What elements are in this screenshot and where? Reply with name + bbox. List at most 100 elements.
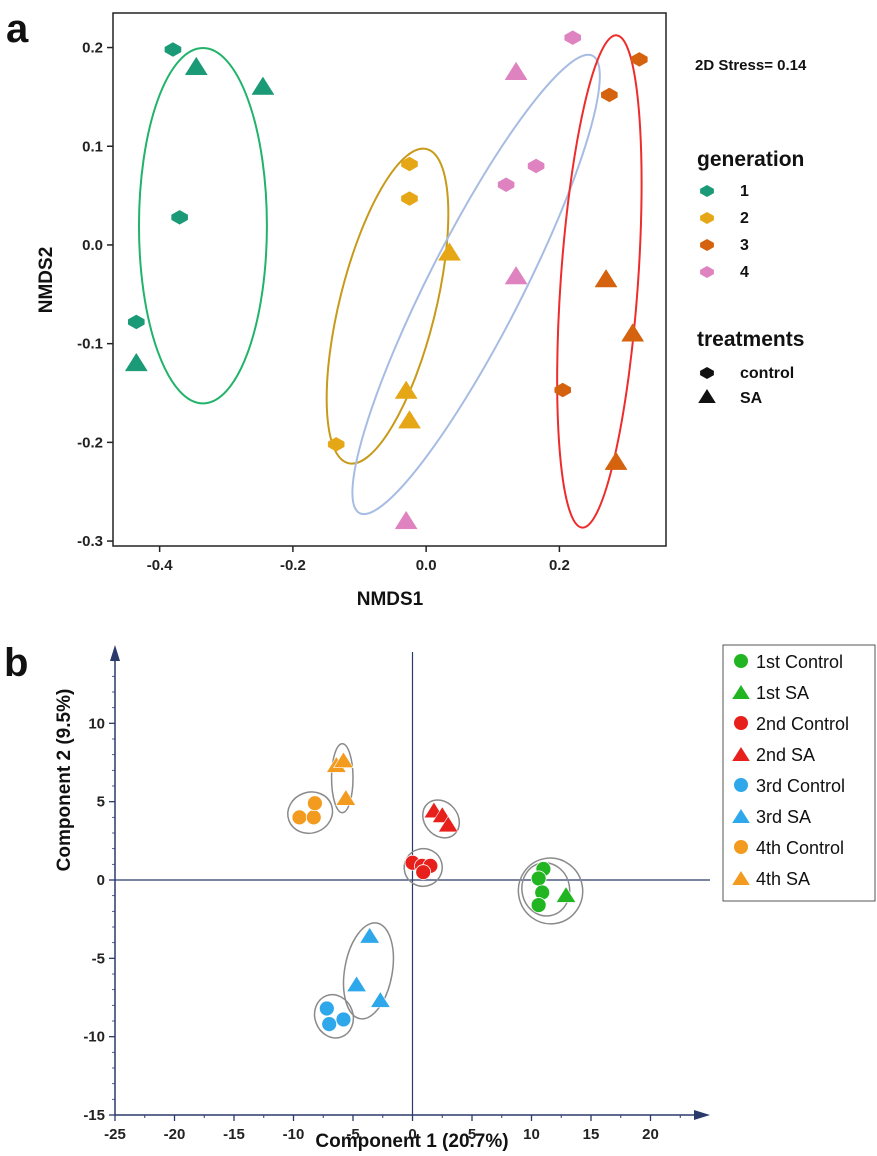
x-tick-label: -0.4: [147, 557, 174, 574]
y-tick-label: -0.1: [77, 336, 103, 353]
y-tick-label: -10: [83, 1029, 105, 1046]
control-point: [327, 437, 345, 452]
legend-b-swatch: [734, 716, 748, 730]
x-axis-arrow: [694, 1110, 710, 1120]
control-point: [631, 52, 648, 67]
legend-b-label: 4th SA: [756, 869, 810, 889]
control-point: [164, 42, 182, 57]
control-point: [530, 870, 547, 887]
legend-treatment-swatch: [700, 367, 714, 379]
x-axis-label-b: Component 1 (20.7%): [315, 1131, 508, 1152]
control-point: [601, 87, 618, 103]
x-axis-label: NMDS1: [357, 589, 424, 610]
legend-generation-entries: 1 2 3 4: [700, 183, 749, 281]
legend-generation-label: 1: [740, 183, 749, 200]
sa-point: [438, 242, 461, 261]
plot-a-points: [124, 30, 648, 530]
sa-point: [359, 926, 381, 944]
legend-b-label: 3rd SA: [756, 807, 811, 827]
control-point: [564, 30, 582, 45]
legend-generation-label: 4: [740, 264, 749, 281]
legend-generation-label: 3: [740, 237, 749, 254]
group-ellipse: [422, 799, 461, 839]
plot-a-legend: generation 1 2 3 4 treatments control SA: [697, 148, 804, 407]
sa-point: [335, 788, 357, 806]
control-point: [128, 314, 145, 330]
sa-point: [504, 61, 528, 80]
x-tick-label: 0: [408, 1126, 416, 1143]
legend-generation-swatch: [700, 266, 714, 278]
legend-generation-label: 2: [740, 210, 749, 227]
x-tick-label: -10: [283, 1126, 305, 1143]
sa-point: [394, 510, 418, 530]
control-point: [401, 156, 418, 172]
sa-point: [184, 56, 208, 76]
control-point: [497, 177, 515, 193]
plot-a-ellipses: [137, 34, 643, 529]
legend-b-label: 4th Control: [756, 838, 844, 858]
y-tick-label: -0.2: [77, 434, 103, 451]
y-tick-label: -5: [92, 950, 105, 967]
plot-a-frame: [112, 12, 667, 547]
y-axis-label-b: Component 2 (9.5%): [54, 689, 75, 872]
plot-b-legend: 1st Control 1st SA 2nd Control 2nd SA 3rd Co…: [722, 644, 876, 902]
plot-b-ellipses: [287, 742, 584, 1039]
legend-treatment-label: control: [740, 365, 794, 382]
confidence-ellipse: [137, 47, 268, 405]
sa-point: [621, 323, 645, 342]
x-tick-label: -15: [223, 1126, 245, 1143]
legend-b-label: 3rd Control: [756, 776, 845, 796]
legend-b-swatch: [732, 685, 750, 699]
y-tick-label: 5: [97, 794, 105, 811]
y-tick-label: -15: [83, 1107, 105, 1124]
y-axis-label: NMDS2: [36, 247, 57, 314]
panel-a-label: a: [6, 7, 29, 51]
y-tick-label: 0.2: [82, 40, 103, 57]
confidence-ellipse: [351, 53, 601, 516]
sa-point: [594, 269, 618, 288]
legend-b-swatch: [732, 809, 750, 823]
legend-b-swatch: [734, 840, 748, 854]
plot-b-yticks: -15 -10 -5 0 5 10: [83, 660, 115, 1124]
legend-b-swatch: [734, 778, 748, 792]
x-tick-label: 0.2: [549, 557, 570, 574]
legend-b-swatch: [732, 871, 750, 885]
group-ellipse: [313, 993, 355, 1039]
x-tick-label: 20: [642, 1126, 659, 1143]
legend-generation-swatch: [700, 185, 714, 197]
control-point: [307, 795, 323, 812]
legend-b-label: 1st Control: [756, 652, 843, 672]
panel-b-label: b: [4, 641, 28, 685]
sa-point: [124, 352, 148, 372]
legend-b-label: 2nd SA: [756, 745, 815, 765]
legend-treatment-label: SA: [740, 390, 763, 407]
legend-treatment-swatch: [698, 389, 716, 403]
plot-b-axes: [110, 645, 710, 1120]
control-point: [401, 191, 418, 206]
legend-b-label: 1st SA: [756, 683, 809, 703]
sa-point: [604, 451, 628, 470]
x-tick-label: -5: [346, 1126, 359, 1143]
sa-point: [398, 410, 421, 429]
nmds-plot: -0.4 -0.2 0.0 0.2 -0.3 -0.2 -0.1 0.0 0.1 0.2 NMD…: [36, 12, 807, 610]
sa-point: [504, 266, 528, 285]
y-tick-label: -0.3: [77, 533, 103, 550]
y-tick-label: 0.1: [82, 138, 103, 155]
sa-point: [555, 886, 577, 903]
legend-generation-title: generation: [697, 148, 804, 171]
control-point: [305, 809, 322, 826]
x-tick-label: 5: [468, 1126, 476, 1143]
stress-annotation: 2D Stress= 0.14: [695, 57, 807, 74]
x-tick-label: -0.2: [280, 557, 306, 574]
control-point: [318, 1000, 335, 1017]
sa-point: [251, 76, 275, 95]
group-ellipse: [287, 791, 334, 835]
legend-b-box: [722, 644, 876, 902]
legend-treatment-title: treatments: [697, 328, 804, 351]
x-tick-label: 15: [583, 1126, 600, 1143]
group-ellipse: [342, 922, 395, 1020]
legend-b-swatch: [732, 747, 750, 761]
legend-b-swatch: [734, 654, 748, 668]
legend-generation-swatch: [700, 239, 714, 251]
